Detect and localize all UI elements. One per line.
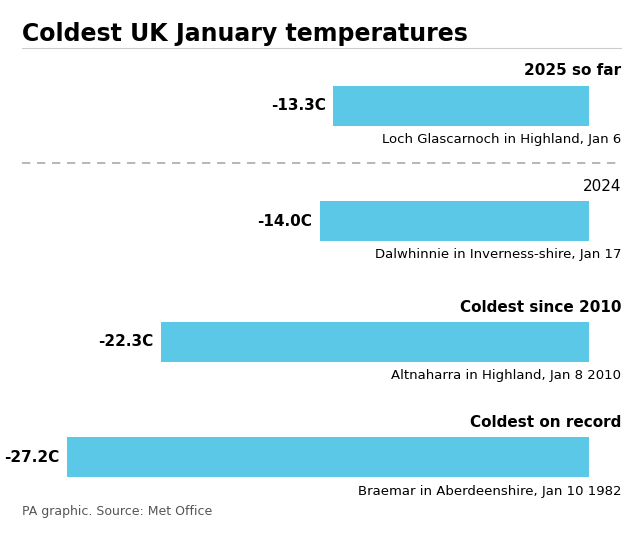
Bar [333,86,589,126]
Bar [67,437,589,478]
Bar [161,322,589,362]
Text: -27.2C: -27.2C [4,450,59,465]
Text: -22.3C: -22.3C [98,334,153,350]
Text: PA graphic. Source: Met Office: PA graphic. Source: Met Office [22,505,212,518]
Text: Coldest on record: Coldest on record [470,415,621,430]
Text: 2024: 2024 [583,179,621,194]
Text: Coldest UK January temperatures: Coldest UK January temperatures [22,22,468,46]
Text: Altnaharra in Highland, Jan 8 2010: Altnaharra in Highland, Jan 8 2010 [392,369,621,382]
Text: Coldest since 2010: Coldest since 2010 [460,300,621,314]
Text: -14.0C: -14.0C [257,214,312,229]
Bar [320,201,589,241]
Text: 2025 so far: 2025 so far [524,63,621,79]
Text: Loch Glascarnoch in Highland, Jan 6: Loch Glascarnoch in Highland, Jan 6 [382,133,621,146]
Text: Braemar in Aberdeenshire, Jan 10 1982: Braemar in Aberdeenshire, Jan 10 1982 [358,485,621,498]
Text: -13.3C: -13.3C [271,98,326,113]
Text: Dalwhinnie in Inverness-shire, Jan 17: Dalwhinnie in Inverness-shire, Jan 17 [375,248,621,261]
